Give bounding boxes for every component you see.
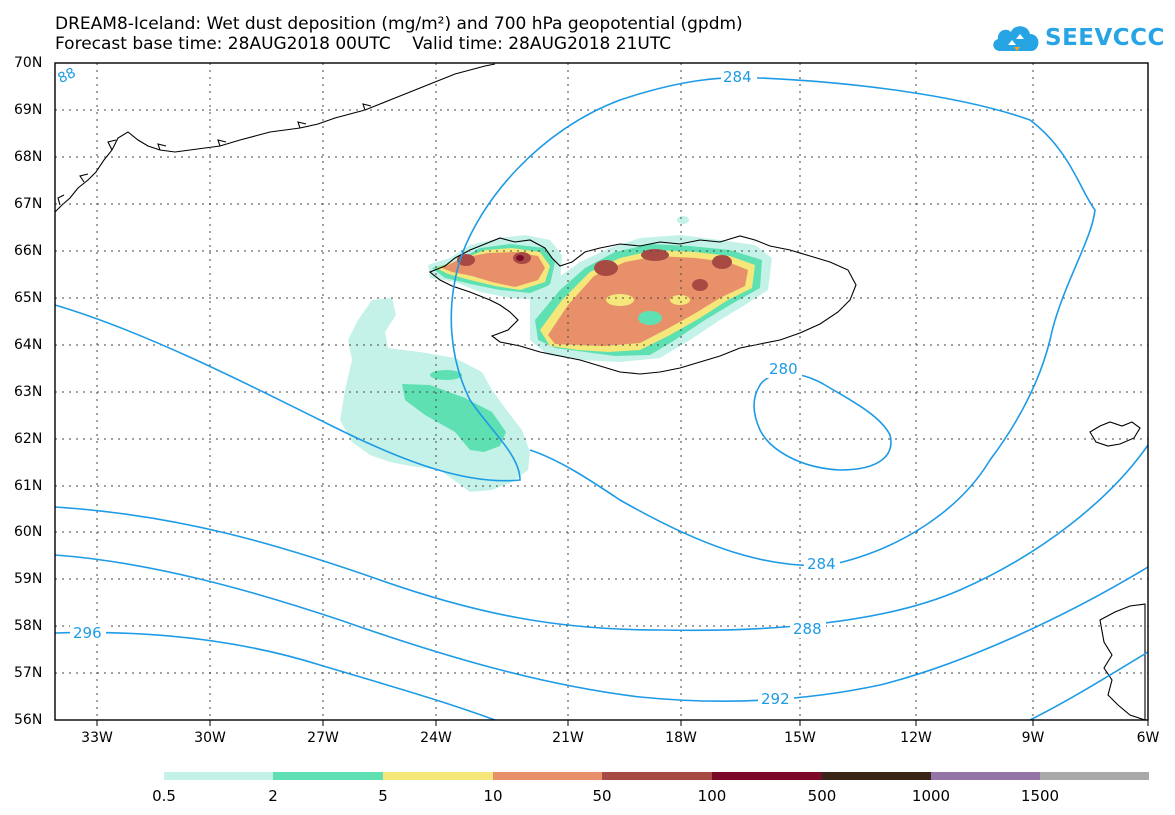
map-frame bbox=[54, 62, 1149, 721]
lat-label: 64N bbox=[14, 337, 43, 353]
dust-c-green-hole bbox=[638, 311, 662, 325]
dust-c-yellow-hole bbox=[606, 294, 634, 306]
map-subtitle: Forecast base time: 28AUG2018 00UTC Vali… bbox=[55, 34, 672, 54]
colorbar-segment bbox=[822, 772, 931, 780]
contour-labels bbox=[70, 68, 840, 708]
dust-nw-max bbox=[516, 255, 524, 261]
iceland-coast bbox=[428, 235, 857, 375]
cloud-logo-icon bbox=[993, 26, 1039, 51]
lat-label: 57N bbox=[14, 665, 43, 681]
colorbar-label: 1000 bbox=[911, 787, 951, 805]
greenland-coast bbox=[54, 63, 496, 213]
colorbar-segment bbox=[602, 772, 712, 780]
lon-label: 9W bbox=[1021, 730, 1045, 746]
lat-label: 66N bbox=[14, 243, 43, 259]
colorbar-label: 2 bbox=[268, 787, 278, 805]
dust-c-yellow-hole2 bbox=[670, 295, 690, 305]
contour-288 bbox=[54, 444, 1149, 632]
colorbar-segment bbox=[1040, 772, 1149, 780]
colorbar-segment bbox=[273, 772, 383, 780]
lon-label: 12W bbox=[900, 730, 932, 746]
contour-284-north bbox=[54, 76, 1096, 567]
contour-280 bbox=[753, 373, 892, 471]
contour-296-se bbox=[1029, 651, 1149, 721]
colorbar-label: 5 bbox=[378, 787, 388, 805]
ticks bbox=[96, 720, 1149, 726]
dust-green-patch bbox=[430, 370, 462, 380]
geopotential-contours bbox=[54, 76, 1149, 721]
colorbar-segment bbox=[383, 772, 493, 780]
colorbar-segment bbox=[931, 772, 1040, 780]
colorbar-label: 50 bbox=[592, 787, 612, 805]
lon-label: 15W bbox=[784, 730, 816, 746]
colorbar-segment bbox=[493, 772, 602, 780]
lat-label: 67N bbox=[14, 196, 43, 212]
colorbar-segment bbox=[712, 772, 822, 780]
contour-296 bbox=[54, 631, 496, 721]
lat-label: 70N bbox=[14, 55, 43, 71]
lat-label: 60N bbox=[14, 524, 43, 540]
colorbar-label: 0.5 bbox=[152, 787, 176, 805]
colorbar-label: 1500 bbox=[1020, 787, 1060, 805]
lat-label: 61N bbox=[14, 478, 43, 494]
colorbar-label: 10 bbox=[483, 787, 503, 805]
coastlines bbox=[54, 63, 1146, 721]
lon-label: 27W bbox=[307, 730, 339, 746]
dust-green-plume bbox=[402, 384, 506, 452]
lon-label: 18W bbox=[665, 730, 697, 746]
dust-c-orange bbox=[548, 256, 748, 346]
contour-label-284-top: 284 bbox=[723, 68, 752, 86]
colorbar-segment bbox=[164, 772, 273, 780]
contour-label-284-south: 284 bbox=[807, 555, 836, 573]
contour-label-280: 280 bbox=[769, 360, 798, 378]
scotland-coast bbox=[1099, 603, 1146, 721]
lat-label: 68N bbox=[14, 149, 43, 165]
dust-c-dark3 bbox=[712, 255, 732, 269]
graticule bbox=[55, 63, 1148, 720]
logo-text: SEEVCCC bbox=[1045, 25, 1165, 51]
lat-label: 62N bbox=[14, 431, 43, 447]
lat-label: 63N bbox=[14, 384, 43, 400]
contour-label-288: 288 bbox=[793, 620, 822, 638]
dust-c-dark1 bbox=[594, 260, 618, 276]
lon-label: 21W bbox=[552, 730, 584, 746]
dust-c-dark2 bbox=[641, 249, 669, 261]
contour-label-296: 296 bbox=[73, 624, 102, 642]
lat-label: 58N bbox=[14, 618, 43, 634]
dust-c-spot bbox=[677, 216, 689, 224]
colorbar-label: 100 bbox=[697, 787, 727, 805]
lon-label: 24W bbox=[420, 730, 452, 746]
lat-label: 69N bbox=[14, 102, 43, 118]
dust-c-dark4 bbox=[692, 279, 708, 291]
map-title: DREAM8-Iceland: Wet dust deposition (mg/… bbox=[55, 14, 743, 34]
contour-292 bbox=[54, 554, 1149, 703]
colorbar-label: 500 bbox=[807, 787, 837, 805]
lon-label: 33W bbox=[81, 730, 113, 746]
faroe-coast bbox=[1089, 421, 1141, 447]
greenland-fjords bbox=[57, 103, 372, 206]
lon-label: 30W bbox=[194, 730, 226, 746]
lat-label: 59N bbox=[14, 571, 43, 587]
lat-label: 65N bbox=[14, 290, 43, 306]
dust-deposition-field bbox=[340, 216, 772, 492]
seevccc-logo: SEEVCCC bbox=[990, 18, 1164, 60]
contour-label-292: 292 bbox=[761, 690, 790, 708]
lon-label: 6W bbox=[1136, 730, 1160, 746]
lat-label: 56N bbox=[14, 712, 43, 728]
